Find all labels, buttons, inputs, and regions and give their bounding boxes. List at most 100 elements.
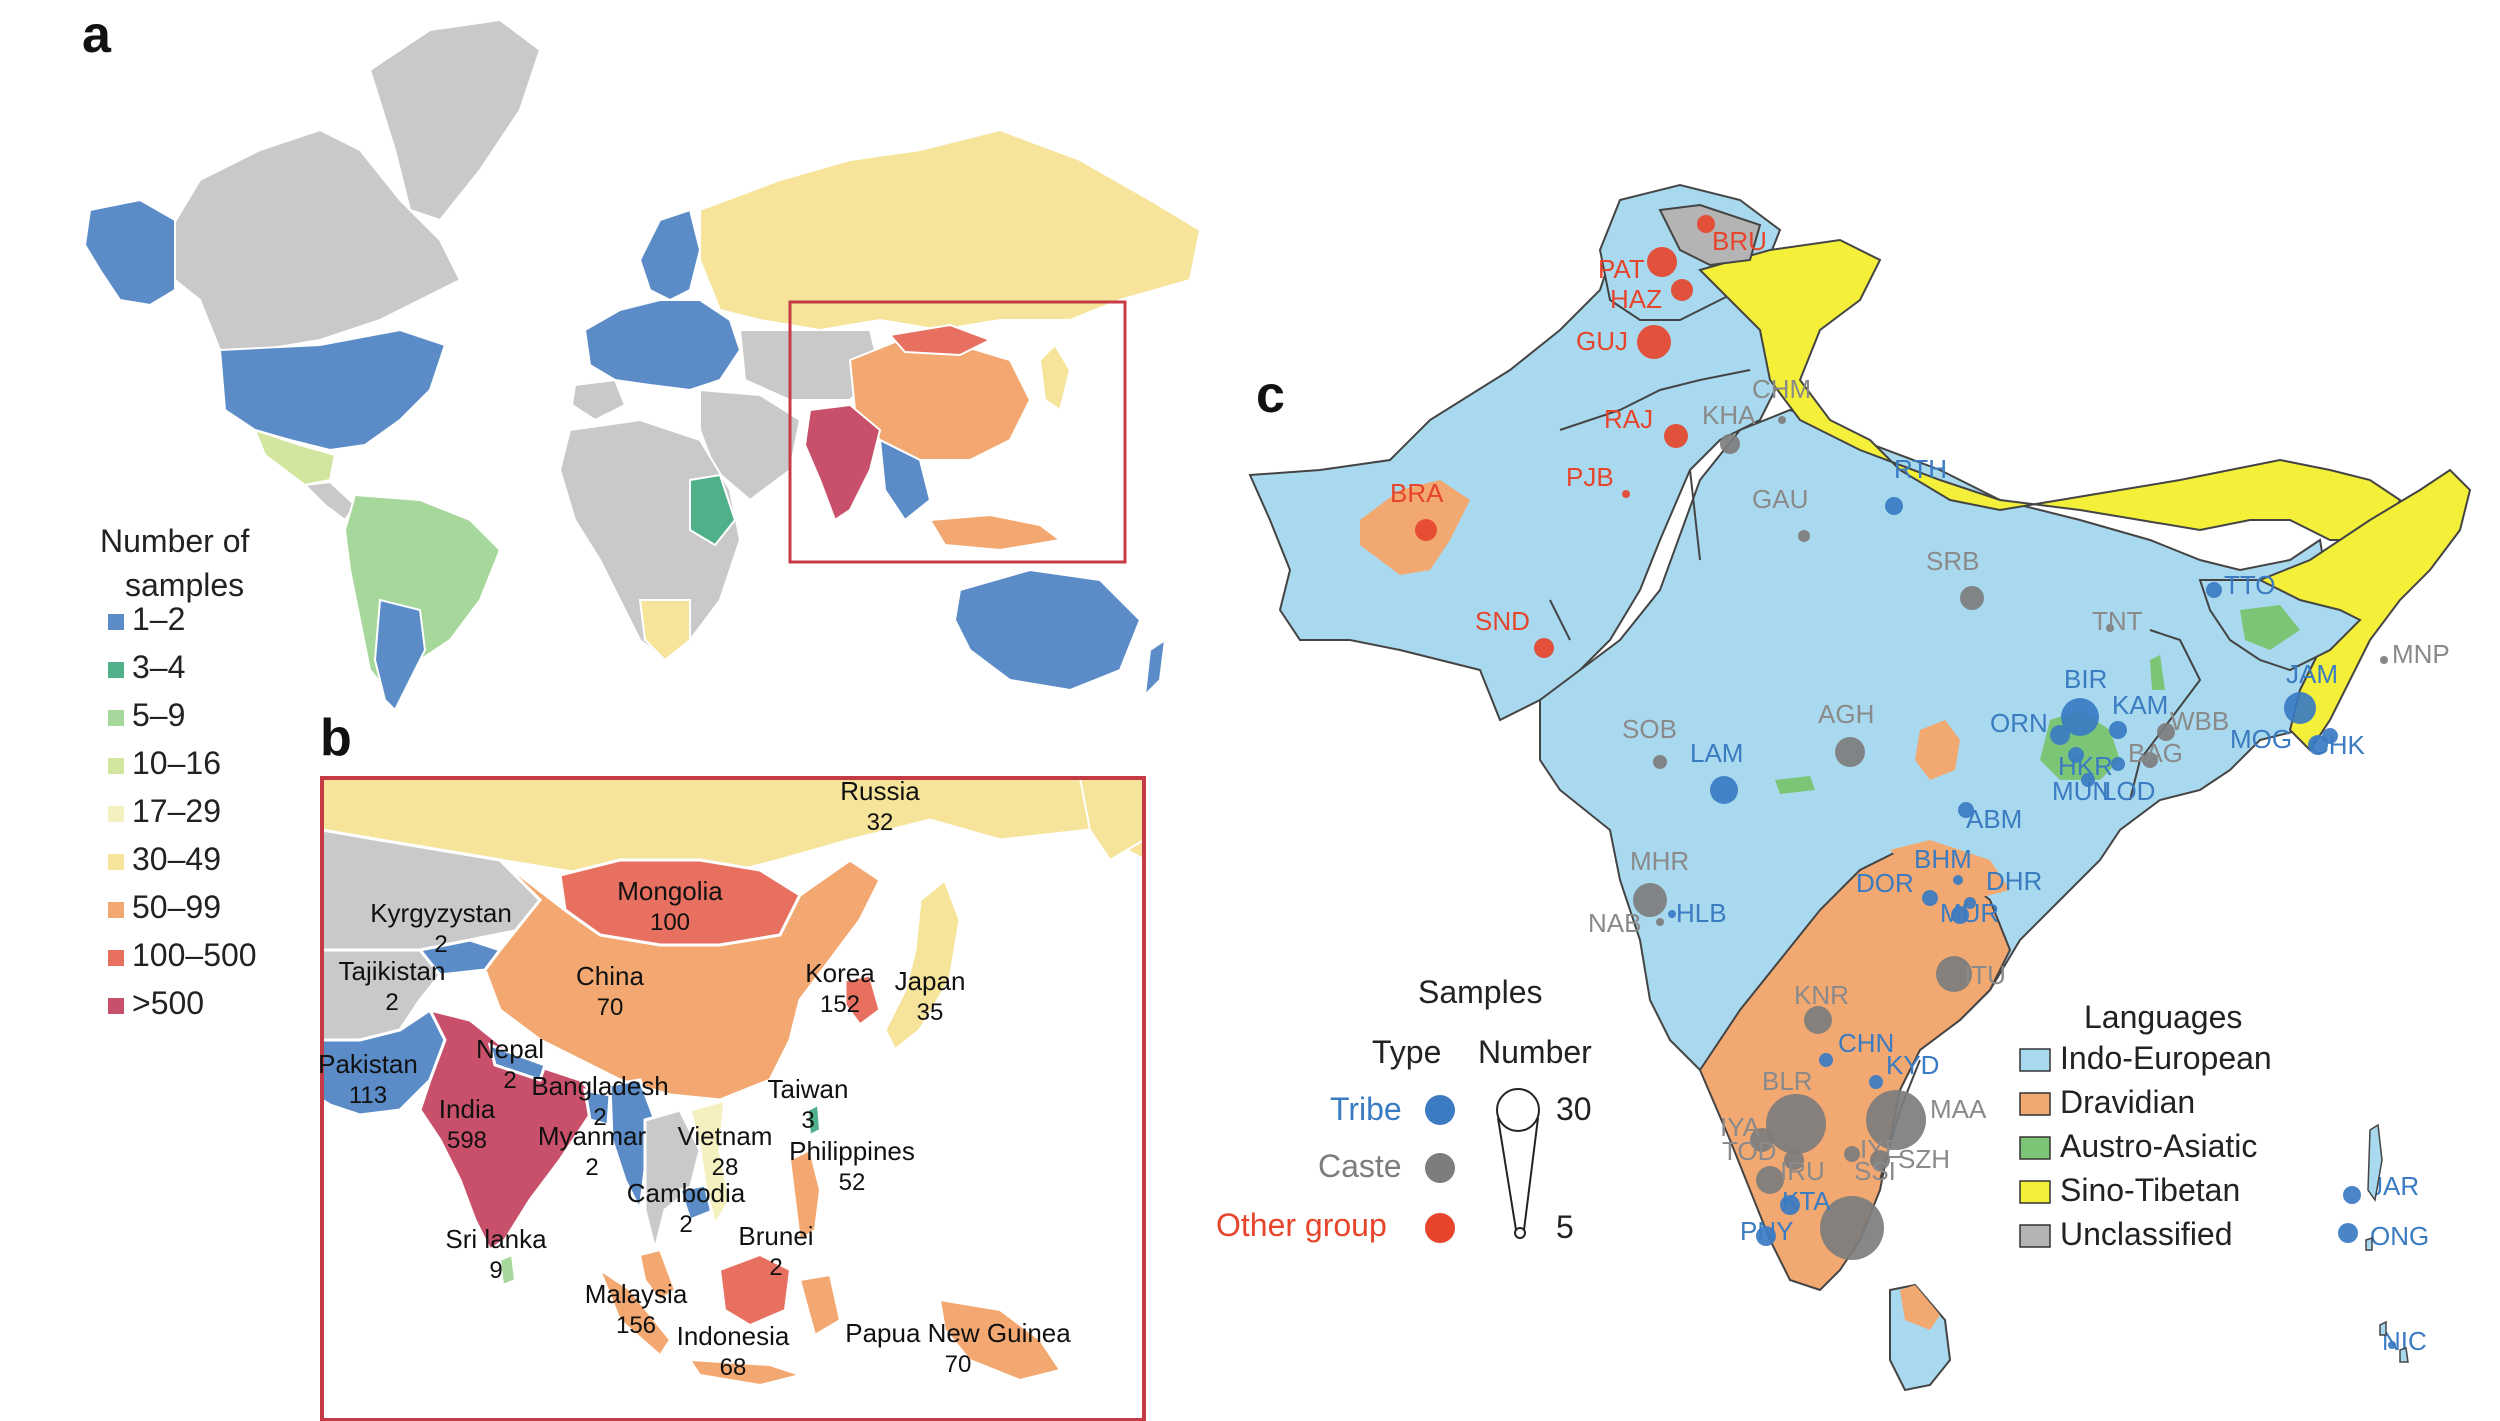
legend-swatch [108, 950, 124, 966]
country-name: India [439, 1094, 496, 1124]
india-b-shape [418, 1007, 602, 1253]
site-marker [2142, 752, 2158, 768]
indonesia-world-shape [928, 513, 1063, 552]
country-name: Sri lanka [445, 1224, 547, 1254]
site-marker [1835, 737, 1865, 767]
site-label: BIR [2064, 664, 2107, 694]
site-label: SSI [1854, 1156, 1896, 1186]
country-count: 35 [917, 999, 944, 1026]
boundary-lines [1549, 369, 2202, 1181]
site-label: TTO [2224, 570, 2276, 600]
country-count: 2 [585, 1154, 598, 1181]
site-marker [1819, 1053, 1833, 1067]
site-label: DHR [1986, 866, 2042, 896]
site-label: BHM [1914, 844, 1972, 874]
site-label: CHM [1752, 374, 1811, 404]
site-label: GAU [1752, 484, 1808, 514]
site-marker [1653, 755, 1667, 769]
site-label: CHN [1838, 1028, 1894, 1058]
site-marker [1534, 638, 1554, 658]
site-marker [1656, 918, 1664, 926]
country-name: Mongolia [617, 876, 723, 906]
india-world-shape [803, 403, 882, 522]
site-marker [2109, 721, 2127, 739]
country-name: Malaysia [585, 1279, 688, 1309]
andaman-islands [2365, 1123, 2409, 1363]
site-marker [1710, 776, 1738, 804]
site-label: TOD [1722, 1136, 1776, 1166]
canada-shape [168, 128, 462, 351]
site-marker [1633, 883, 1667, 917]
site-marker [1637, 325, 1671, 359]
legend-label: 3–4 [132, 649, 185, 685]
car-nicobar-shape [2379, 1320, 2387, 1336]
site-label: DOR [1856, 868, 1914, 898]
languages-legend: Languages Indo-European Dravidian Austro-A… [2019, 999, 2272, 1252]
sample-count-legend: Number of samples 1–2 3–4 5–9 10–16 17–29 30–… [100, 523, 257, 1021]
site-marker [2068, 747, 2084, 763]
russia-shape [699, 128, 1202, 332]
country-name: Tajikistan [339, 956, 446, 986]
png-b-shape [938, 1298, 1062, 1382]
site-label: LAM [1690, 738, 1743, 768]
country-name: Taiwan [768, 1074, 849, 1104]
austro-asiatic-bihar-shape [2150, 655, 2165, 690]
country-count: 32 [867, 809, 894, 836]
country-name: Kyrgyzystan [370, 898, 512, 928]
language-swatch [2019, 1136, 2051, 1160]
site-marker [2343, 1186, 2361, 1204]
languages-legend-title: Languages [2084, 999, 2242, 1035]
site-marker [1922, 890, 1938, 906]
nepal-b-shape [487, 1042, 547, 1082]
south-america-shape [343, 493, 502, 702]
site-marker [1697, 215, 1715, 233]
site-label: SOB [1622, 714, 1677, 744]
other-group-label: Other group [1216, 1207, 1387, 1243]
country-count: 2 [385, 989, 398, 1016]
legend-label: 17–29 [132, 793, 221, 829]
site-label: HLB [1676, 898, 1727, 928]
site-label: PJB [1566, 462, 1614, 492]
site-label: ORN [1990, 708, 2048, 738]
legend-swatch [108, 998, 124, 1014]
kamchatka-b-shape [1078, 778, 1144, 862]
site-marker [1958, 802, 1974, 818]
language-swatch [2019, 1180, 2051, 1204]
country-name: China [576, 961, 644, 991]
language-swatch [2019, 1092, 2051, 1116]
nicobar-shape [2399, 1347, 2409, 1363]
site-marker [1870, 1150, 1890, 1170]
little-andaman-shape [2365, 1236, 2373, 1251]
country-count: 598 [447, 1127, 487, 1154]
country-name: Bangladesh [531, 1071, 668, 1101]
site-label: KNR [1794, 980, 1849, 1010]
country-count: 156 [616, 1312, 656, 1339]
site-marker [1780, 1195, 1800, 1215]
site-marker [1622, 490, 1630, 498]
site-marker [1960, 586, 1984, 610]
andaman-island-shape [2367, 1123, 2383, 1202]
country-count: 152 [820, 991, 860, 1018]
site-marker [1784, 1150, 1804, 1170]
panel-b-letter: b [320, 709, 352, 767]
sino-tibetan-ne-shape [2258, 468, 2472, 752]
sumatra-b-shape [597, 1267, 672, 1357]
usa-shape [218, 328, 447, 452]
site-marker [2308, 735, 2328, 755]
bangladesh-b-shape [583, 1088, 612, 1127]
site-label: KYD [1886, 1050, 1939, 1080]
site-label: SND [1475, 606, 1530, 636]
site-marker [1866, 1090, 1926, 1150]
site-marker [2206, 582, 2222, 598]
site-label: MOG [2230, 724, 2292, 754]
panel-c-letter: c [1256, 366, 1285, 424]
site-label: JAM [2286, 659, 2338, 689]
site-marker [1720, 434, 1740, 454]
site-marker [2106, 624, 2114, 632]
tribe-label: Tribe [1330, 1091, 1402, 1127]
japan-b-shape [883, 877, 962, 1053]
country-count: 3 [801, 1107, 814, 1134]
site-label: SZH [1898, 1144, 1950, 1174]
site-label: MUN [2052, 776, 2111, 806]
site-label: MHR [1630, 846, 1689, 876]
